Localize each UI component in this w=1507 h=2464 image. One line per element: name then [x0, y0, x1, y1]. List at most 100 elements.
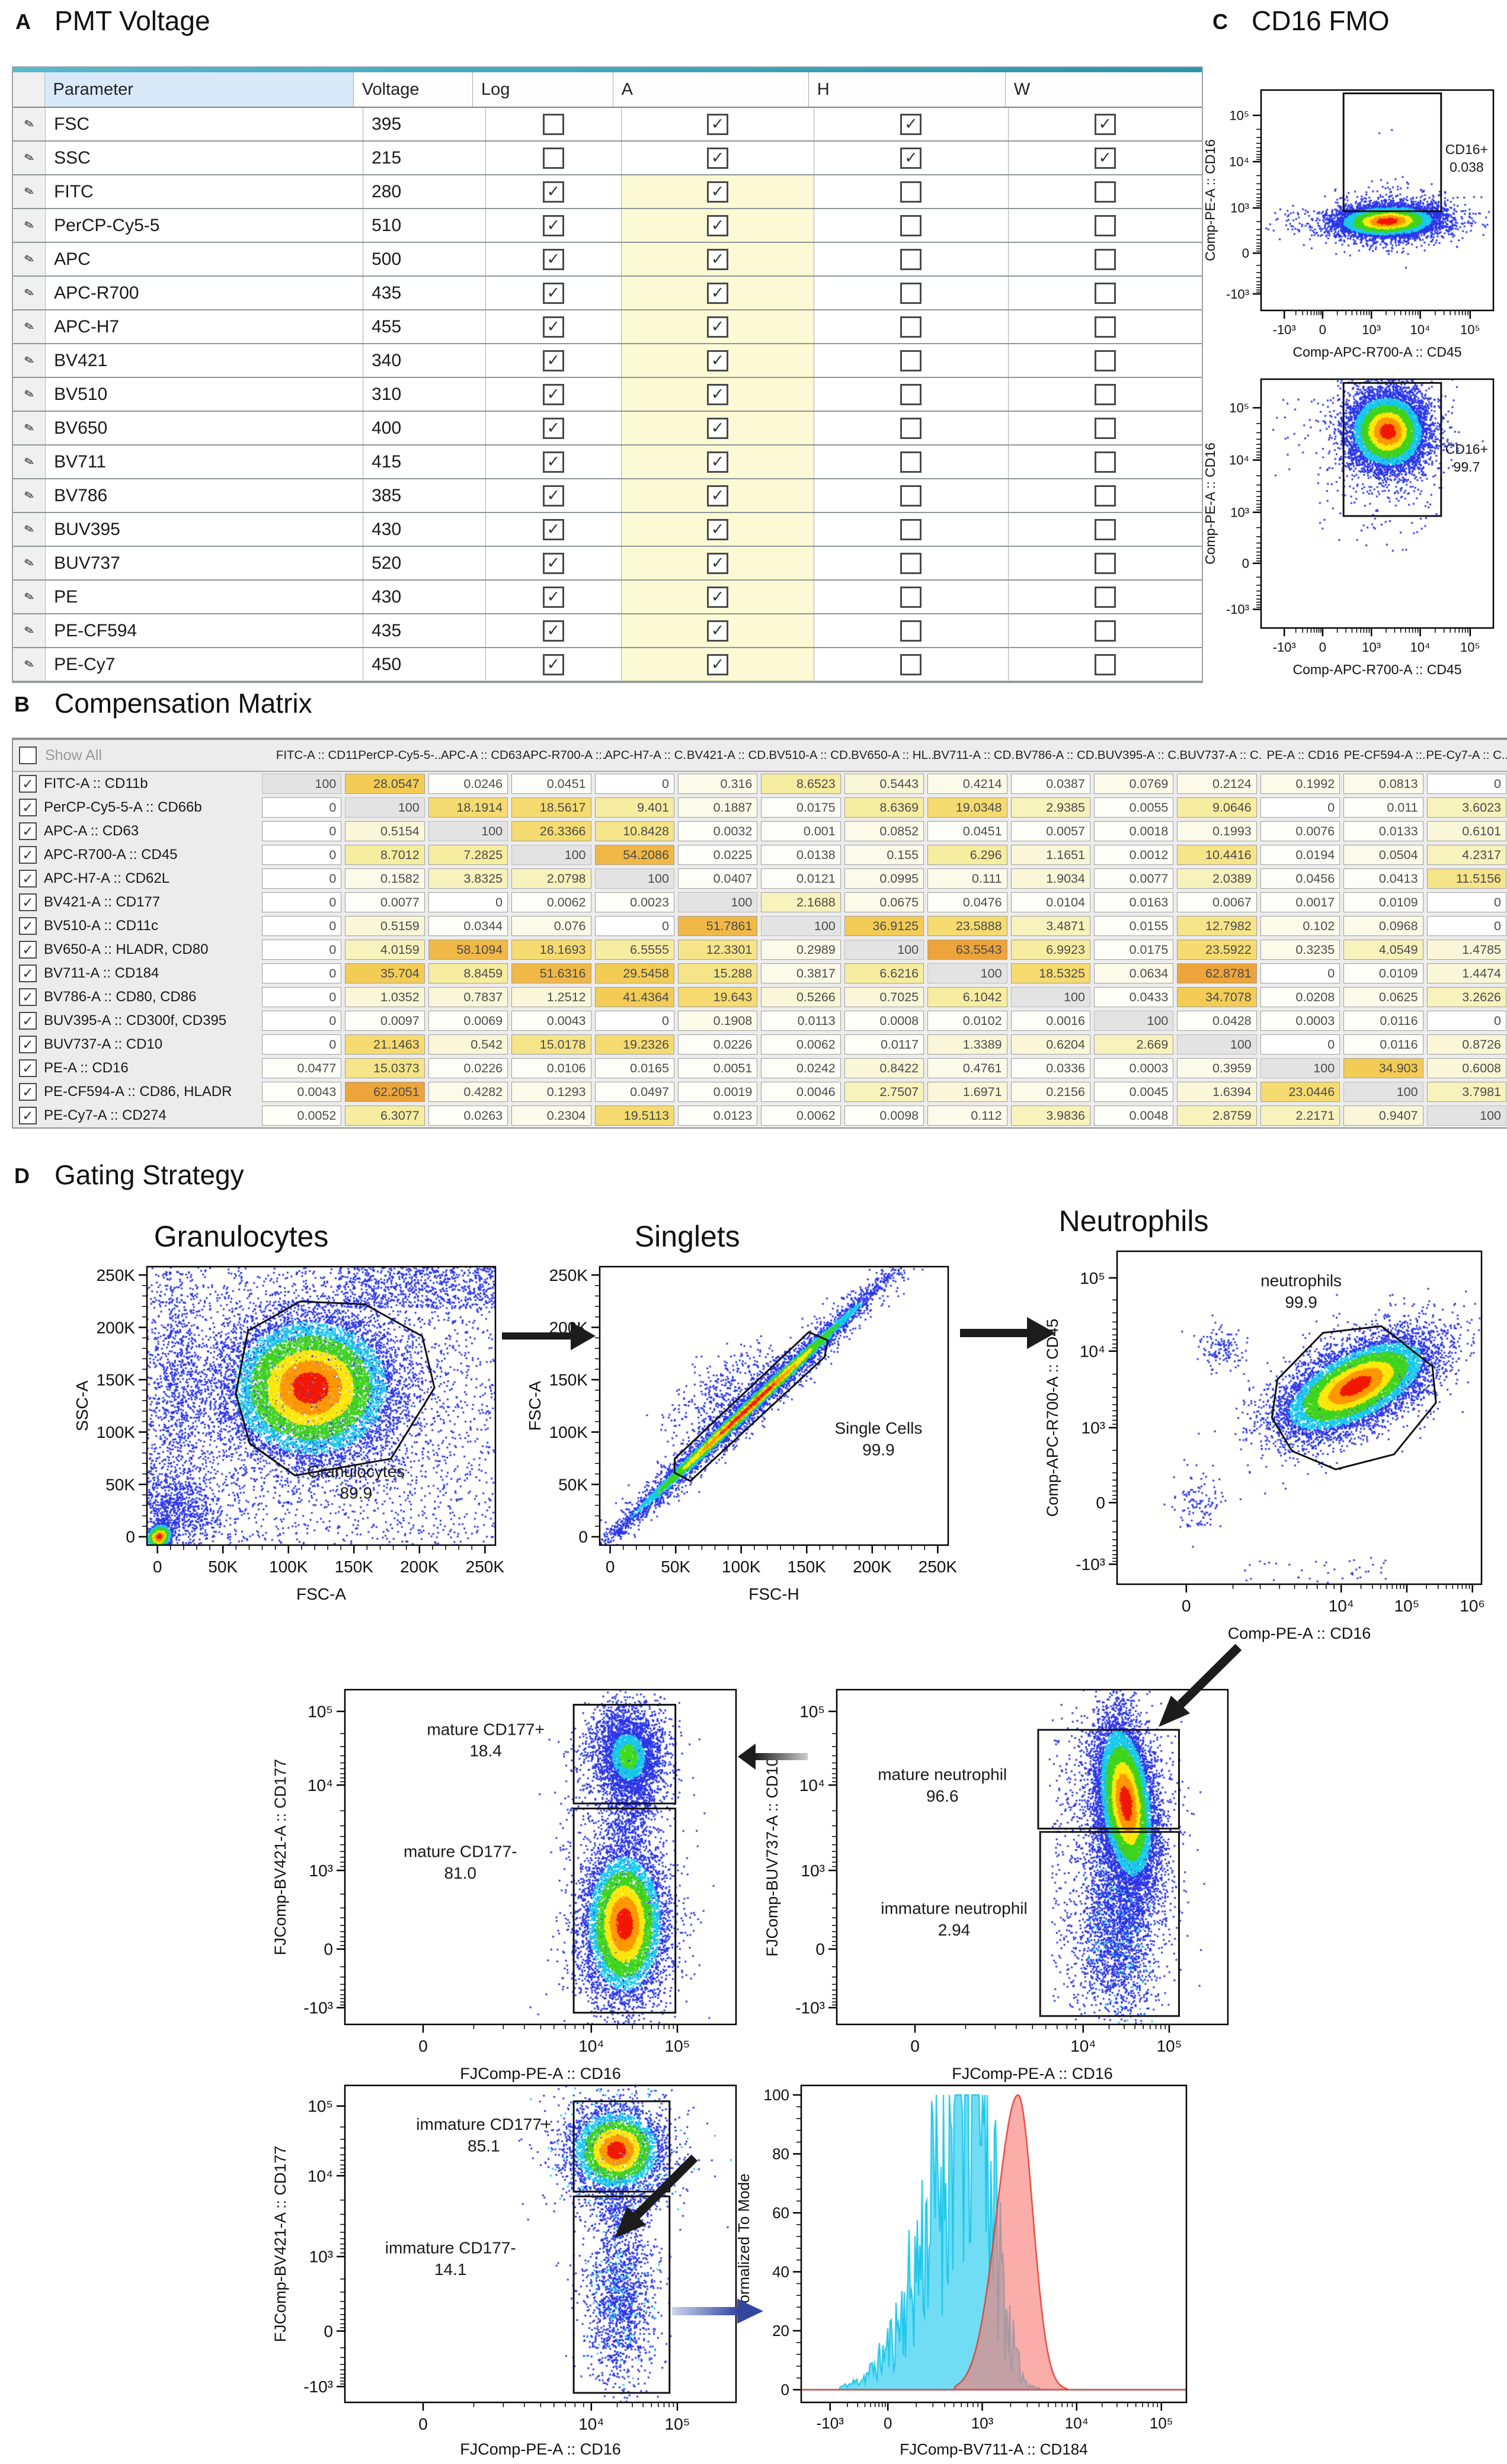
a-checkbox[interactable]: ✓	[707, 383, 729, 405]
matrix-row-name[interactable]: BV786-A :: CD80, CD86	[44, 989, 197, 1005]
matrix-cell[interactable]: 51.7861	[677, 916, 758, 936]
matrix-cell[interactable]: 12.7982	[1177, 916, 1257, 936]
log-checkbox[interactable]: ✓	[542, 316, 564, 338]
matrix-cell[interactable]: 3.2626	[1426, 987, 1506, 1007]
matrix-cell[interactable]: 19.0348	[927, 797, 1007, 818]
matrix-cell[interactable]: 0.0387	[1010, 774, 1090, 794]
matrix-row-checkbox[interactable]: ✓	[19, 846, 37, 864]
param-cell[interactable]: PE-Cy7	[46, 648, 364, 681]
matrix-cell[interactable]: 100	[261, 774, 342, 794]
matrix-cell[interactable]: 0	[594, 774, 674, 794]
log-checkbox[interactable]: ✓	[542, 518, 564, 540]
voltage-cell[interactable]: 520	[363, 547, 486, 579]
show-all-checkbox[interactable]	[19, 746, 37, 764]
voltage-cell[interactable]: 215	[363, 142, 486, 174]
matrix-cell[interactable]: 0.0018	[1093, 821, 1174, 841]
matrix-cell[interactable]: 0	[261, 940, 342, 960]
matrix-cell[interactable]: 0.0344	[428, 916, 508, 936]
voltage-cell[interactable]: 435	[363, 614, 486, 647]
h-checkbox[interactable]	[900, 282, 922, 304]
matrix-column-header[interactable]: APC-A :: CD63	[440, 748, 522, 762]
matrix-cell[interactable]: 0.001	[761, 821, 841, 841]
matrix-cell[interactable]: 0.0016	[1010, 1011, 1090, 1031]
matrix-cell[interactable]: 100	[594, 869, 674, 889]
matrix-cell[interactable]: 0.1582	[345, 869, 425, 889]
w-checkbox[interactable]	[1094, 383, 1116, 405]
matrix-column-header[interactable]: BV510-A :: CD...	[769, 748, 852, 762]
matrix-cell[interactable]: 15.0373	[345, 1058, 425, 1078]
matrix-cell[interactable]: 1.0352	[345, 987, 425, 1007]
matrix-cell[interactable]: 12.3301	[677, 940, 758, 960]
w-checkbox[interactable]	[1094, 350, 1116, 371]
matrix-cell[interactable]: 62.2051	[345, 1082, 425, 1102]
voltage-cell[interactable]: 455	[363, 310, 486, 343]
matrix-cell[interactable]: 0.1992	[1260, 774, 1340, 794]
voltage-cell[interactable]: 340	[363, 344, 486, 377]
param-cell[interactable]: PE-CF594	[46, 614, 364, 647]
matrix-cell[interactable]: 0.0003	[1260, 1011, 1340, 1031]
h-checkbox[interactable]	[900, 417, 922, 439]
matrix-cell[interactable]: 0.2989	[761, 940, 841, 960]
matrix-cell[interactable]: 0.0138	[761, 845, 841, 865]
matrix-row-name[interactable]: APC-H7-A :: CD62L	[44, 870, 170, 886]
matrix-cell[interactable]: 4.0159	[345, 940, 425, 960]
matrix-cell[interactable]: 0.9407	[1343, 1106, 1423, 1126]
matrix-cell[interactable]: 2.8759	[1177, 1106, 1257, 1126]
matrix-row-name[interactable]: FITC-A :: CD11b	[44, 776, 148, 792]
matrix-cell[interactable]: 0.111	[927, 869, 1007, 889]
matrix-cell[interactable]: 29.5458	[594, 963, 674, 983]
matrix-cell[interactable]: 0.4214	[927, 774, 1007, 794]
matrix-column-header[interactable]: BUV395-A :: C...	[1097, 748, 1180, 762]
matrix-row-checkbox[interactable]: ✓	[19, 965, 37, 982]
matrix-cell[interactable]: 0.0043	[511, 1011, 591, 1031]
matrix-cell[interactable]: 0	[261, 797, 342, 818]
matrix-row-name[interactable]: APC-R700-A :: CD45	[44, 847, 178, 863]
matrix-cell[interactable]: 0.0017	[1260, 892, 1340, 912]
matrix-cell[interactable]: 0	[1426, 1011, 1506, 1031]
matrix-cell[interactable]: 19.643	[677, 987, 758, 1007]
matrix-cell[interactable]: 15.0178	[511, 1034, 591, 1055]
a-checkbox[interactable]: ✓	[707, 147, 729, 169]
matrix-cell[interactable]: 0.6204	[1010, 1034, 1090, 1055]
matrix-cell[interactable]: 0.0451	[927, 821, 1007, 841]
log-checkbox[interactable]: ✓	[542, 586, 564, 608]
matrix-cell[interactable]: 6.6216	[844, 963, 924, 983]
matrix-cell[interactable]: 0.0055	[1093, 797, 1174, 818]
matrix-cell[interactable]: 0.0852	[844, 821, 924, 841]
a-checkbox[interactable]: ✓	[707, 620, 729, 642]
matrix-cell[interactable]: 35.704	[345, 963, 425, 983]
voltage-cell[interactable]: 430	[363, 513, 486, 546]
param-cell[interactable]: APC-R700	[46, 277, 364, 309]
matrix-cell[interactable]: 0.0634	[1093, 963, 1174, 983]
matrix-cell[interactable]: 0	[594, 916, 674, 936]
matrix-cell[interactable]: 0.8726	[1426, 1034, 1506, 1055]
matrix-cell[interactable]: 18.5617	[511, 797, 591, 818]
h-checkbox[interactable]	[900, 620, 922, 642]
matrix-cell[interactable]: 0.0077	[345, 892, 425, 912]
w-checkbox[interactable]	[1094, 620, 1116, 642]
matrix-row-checkbox[interactable]: ✓	[19, 1083, 37, 1101]
matrix-cell[interactable]: 1.3389	[927, 1034, 1007, 1055]
matrix-column-header[interactable]: PE-CF594-A ::...	[1343, 748, 1426, 762]
matrix-cell[interactable]: 2.1688	[761, 892, 841, 912]
matrix-cell[interactable]: 36.9125	[844, 916, 924, 936]
h-checkbox[interactable]	[900, 552, 922, 574]
matrix-cell[interactable]: 0.0497	[594, 1082, 674, 1102]
matrix-cell[interactable]: 0.0133	[1343, 821, 1423, 841]
matrix-row-name[interactable]: APC-A :: CD63	[44, 823, 139, 839]
a-checkbox[interactable]: ✓	[707, 552, 729, 574]
matrix-cell[interactable]: 6.9923	[1010, 940, 1090, 960]
matrix-cell[interactable]: 0	[261, 845, 342, 865]
matrix-cell[interactable]: 2.0798	[511, 869, 591, 889]
matrix-row-name[interactable]: PE-CF594-A :: CD86, HLADR	[44, 1084, 232, 1100]
voltage-cell[interactable]: 400	[363, 412, 486, 444]
h-checkbox[interactable]	[900, 451, 922, 473]
matrix-cell[interactable]: 0.0225	[677, 845, 758, 865]
matrix-cell[interactable]: 0	[428, 892, 508, 912]
matrix-cell[interactable]: 0.0194	[1260, 845, 1340, 865]
matrix-cell[interactable]: 8.6369	[844, 797, 924, 818]
matrix-cell[interactable]: 0.0336	[1010, 1058, 1090, 1078]
matrix-cell[interactable]: 0	[261, 963, 342, 983]
w-checkbox[interactable]	[1094, 485, 1116, 507]
h-checkbox[interactable]	[900, 518, 922, 540]
